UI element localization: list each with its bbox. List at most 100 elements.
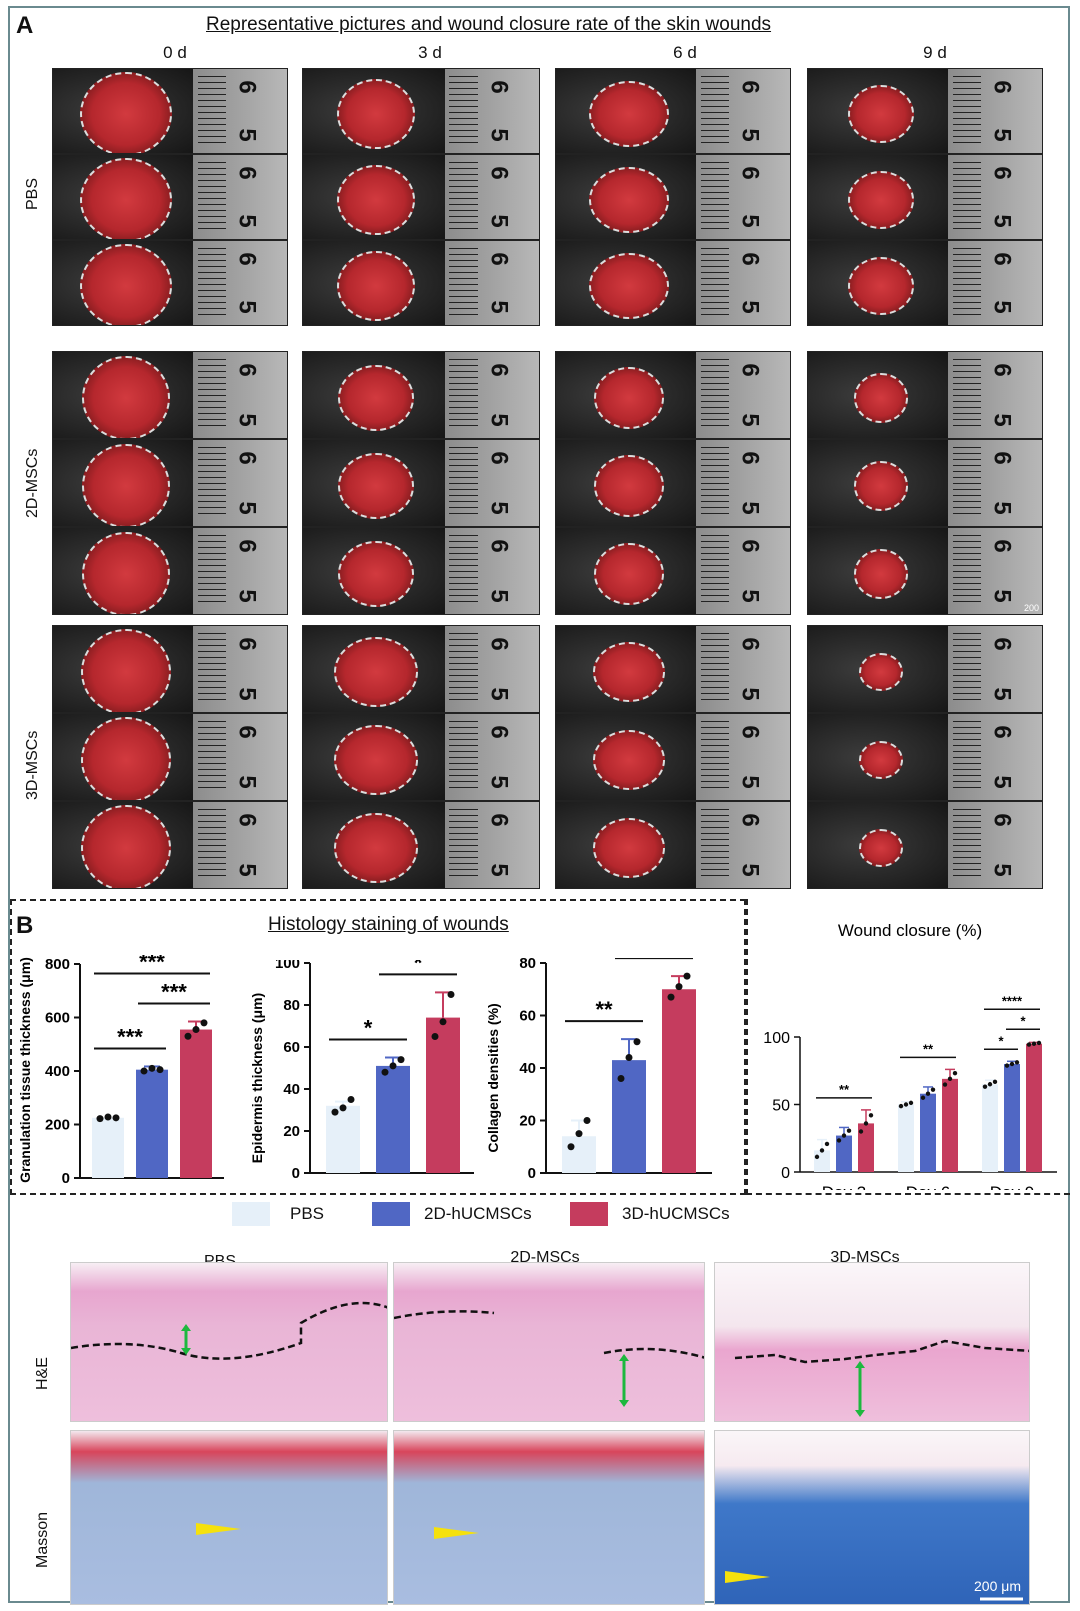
bar [898,1104,914,1172]
significance-label: ** [839,1082,850,1097]
significance-label: ** [645,958,663,959]
significance-label: *** [139,955,165,975]
data-point [633,1038,641,1046]
data-point [339,1104,347,1112]
histo-row-masson: Masson [34,1511,51,1568]
data-point [200,1019,208,1027]
ruler-number: 6 [988,725,1016,739]
data-point [112,1114,120,1122]
bar [92,1117,124,1178]
data-point [952,1070,958,1076]
ruler-number: 6 [233,166,261,180]
data-point [858,1129,864,1134]
y-tick-label: 20 [283,1123,300,1140]
y-tick-label: 80 [519,958,536,972]
ruler-number: 5 [485,300,513,314]
data-point [617,1075,625,1082]
data-point [381,1068,389,1076]
data-point [987,1082,993,1087]
bar [180,1029,212,1178]
ruler-number: 5 [736,214,764,228]
ruler-number: 5 [233,501,261,515]
ruler-number: 5 [233,128,261,142]
ruler-number: 6 [988,252,1016,266]
bar [1026,1043,1042,1172]
y-tick-label: 600 [45,1010,70,1027]
y-axis-label: Epidermis thickness (μm) [249,993,265,1163]
ruler-number: 5 [485,501,513,515]
data-point [1004,1063,1010,1068]
histo-masson-pbs [70,1430,388,1605]
ruler-number: 5 [485,589,513,603]
ruler-number: 6 [485,637,513,651]
ruler-number: 6 [233,252,261,266]
data-point [824,1141,830,1147]
y-tick-label: 800 [45,956,70,973]
column-label-3d: 3 d [418,43,442,62]
data-point [431,1033,439,1040]
significance-label: * [364,1016,373,1041]
ruler-number: 5 [485,128,513,142]
data-point [389,1062,397,1070]
legend-label-2d: 2D-hUCMSCs [424,1204,532,1223]
data-point [898,1103,904,1109]
y-tick-label: 0 [528,1165,536,1182]
histo-he-2d [393,1262,705,1422]
ruler-number: 6 [736,252,764,266]
data-point [96,1115,104,1123]
data-point [567,1143,575,1151]
data-point [675,983,683,991]
data-point [683,972,691,980]
y-tick-label: 100 [763,1030,790,1047]
ruler-number: 6 [988,451,1016,465]
histo-col-2d: 2D-MSCs [510,1249,580,1266]
data-point [930,1087,936,1092]
data-point [347,1096,355,1103]
bar [858,1123,874,1172]
data-point [148,1064,156,1072]
data-point [947,1076,953,1082]
y-tick-label: 0 [292,1165,300,1182]
x-tick-label: Day 9 [990,1183,1034,1190]
ruler-number: 6 [736,451,764,465]
ruler-number: 5 [233,687,261,701]
ruler-number: 5 [485,687,513,701]
ruler-number: 5 [736,501,764,515]
data-point [184,1032,192,1040]
ruler-number: 6 [233,451,261,465]
significance-label: *** [161,980,187,1005]
legend-label-pbs: PBS [290,1204,325,1223]
ruler-number: 5 [233,589,261,603]
bar [662,989,696,1173]
bar [920,1093,936,1172]
photo-scale-label: 200 [1023,603,1039,613]
ruler-number: 5 [988,775,1016,789]
data-point [192,1026,200,1034]
data-point [942,1082,948,1087]
ruler-number: 5 [988,128,1016,142]
data-point [156,1066,164,1074]
ruler-number: 5 [988,589,1016,603]
significance-label: * [998,1033,1004,1048]
y-tick-label: 0 [62,1170,70,1187]
histo-masson-2d [393,1430,705,1605]
